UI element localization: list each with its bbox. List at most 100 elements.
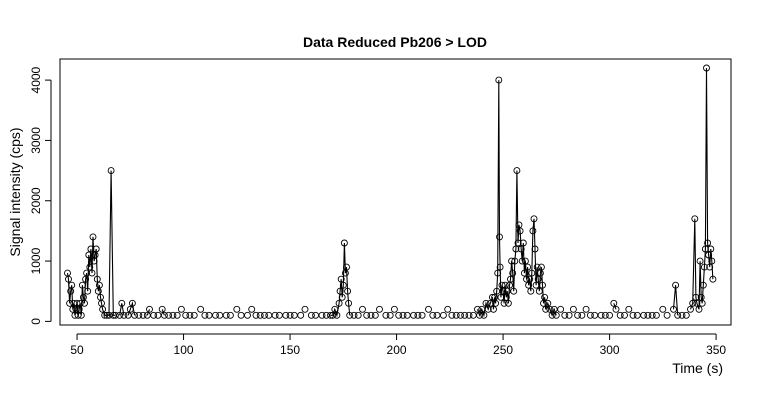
data-point [474,305,481,313]
data-point [344,287,352,295]
data-point [524,263,532,271]
data-point [582,305,590,313]
data-point [244,311,251,319]
data-point [557,305,565,313]
data-point-group [64,64,717,319]
data-point [621,311,628,319]
data-point [537,263,545,271]
data-point [205,311,213,319]
data-point [539,281,546,289]
data-point [659,305,667,313]
data-point [95,281,103,289]
data-point [336,287,344,295]
data-point [507,275,514,283]
x-tick-label: 50 [70,343,84,357]
y-tick-label: 2000 [29,187,43,214]
data-point [448,311,456,319]
data-point [610,299,618,307]
data-point [158,305,166,313]
data-point [516,227,524,235]
x-tick-label: 350 [706,343,726,357]
data-point [482,299,490,307]
data-point [233,305,241,313]
data-point [414,311,422,319]
data-point [139,311,147,319]
data-point [601,311,609,319]
data-point [128,299,136,307]
data-point [534,275,542,283]
data-point [701,245,709,253]
signal-trace [476,80,557,318]
data-point [496,263,504,271]
data-point [640,311,648,319]
data-point [376,305,383,313]
data-point [644,311,652,319]
data-point [131,311,139,319]
data-point [528,269,536,277]
data-point [678,311,686,319]
data-point [118,299,126,307]
data-point [301,305,309,313]
data-point [606,311,614,319]
data-point [495,76,503,84]
data-point [169,311,177,319]
data-point [297,311,305,319]
data-point [682,311,690,319]
data-point [290,311,298,319]
signal-trace [330,242,351,318]
data-point [552,311,560,319]
data-point [691,215,699,223]
y-tick-label: 0 [29,318,43,325]
data-point [490,305,497,313]
data-point [433,311,441,319]
data-point [160,311,168,319]
data-point [307,311,315,319]
data-point [687,305,694,313]
data-point [531,245,539,253]
plot-frame [59,58,732,326]
data-point [83,269,91,277]
signal-trace [119,303,125,316]
data-point [182,311,190,319]
data-point [578,311,586,319]
data-point [120,311,128,319]
data-point [275,311,283,319]
data-point [484,305,492,313]
data-point [386,311,394,319]
y-tick-label: 3000 [29,127,43,154]
data-point [399,311,407,319]
data-point [501,281,509,289]
data-point [265,311,273,319]
data-point [212,311,219,319]
data-point [318,311,326,319]
data-point [78,281,86,289]
data-point [92,245,100,253]
data-point [286,311,294,319]
data-point [116,311,124,319]
data-point [517,245,525,253]
data-point [709,275,717,283]
chart-title: Data Reduced Pb206 > LOD [303,34,487,50]
y-tick-label: 1000 [29,247,43,274]
data-point [146,305,153,313]
data-point [335,299,343,307]
data-point [252,311,260,319]
data-point [488,293,496,301]
data-point [410,311,418,319]
data-point [513,167,521,175]
data-point [93,275,101,283]
x-axis-label: Time (s) [672,360,723,376]
data-point [625,305,633,313]
data-point [382,311,390,319]
data-point [84,287,92,295]
data-point [86,263,94,271]
data-point [444,305,452,313]
data-point [518,257,526,265]
data-point [693,299,701,307]
data-point [546,305,554,313]
data-point [542,305,550,313]
data-point [521,257,529,265]
data-point [561,311,569,319]
data-point [261,311,268,319]
data-point [329,311,337,319]
